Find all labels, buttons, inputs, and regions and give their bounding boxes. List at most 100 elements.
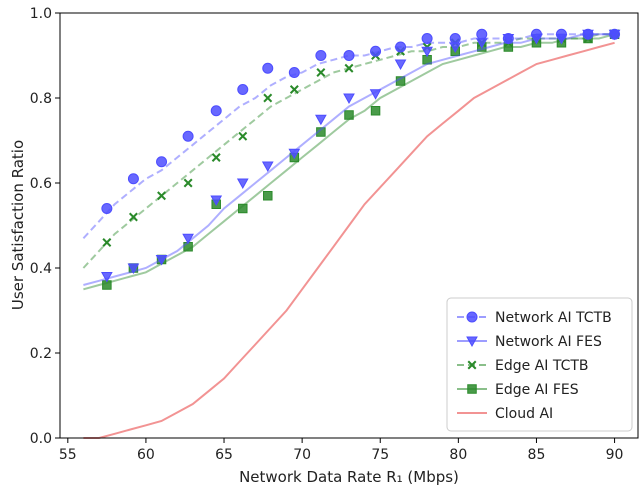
marker-stroke [183, 178, 193, 188]
y-tick-label: 0.4 [30, 261, 52, 277]
x-tick-label: 75 [371, 447, 389, 463]
legend-marker [466, 311, 478, 323]
x-tick-label: 55 [59, 447, 77, 463]
data-point [210, 105, 222, 117]
marker-stroke [316, 68, 326, 77]
data-point [395, 76, 406, 86]
data-point [394, 59, 407, 71]
marker-stroke [238, 131, 248, 141]
marker-stroke [344, 63, 354, 73]
series-layer [82, 28, 621, 439]
legend-label: Network AI TCTB [495, 310, 612, 326]
data-point [101, 272, 113, 283]
data-point [316, 127, 326, 137]
y-tick-label: 0.2 [30, 346, 52, 362]
data-point [182, 130, 194, 142]
data-point [502, 34, 515, 45]
x-axis-label: Network Data Rate R₁ (Mbps) [239, 468, 459, 486]
data-point [421, 33, 433, 44]
data-point [211, 153, 221, 162]
marker-stroke [211, 153, 221, 162]
data-point [315, 50, 327, 61]
legend-label: Edge AI FES [495, 382, 579, 398]
data-point [262, 62, 274, 74]
marker-stroke [289, 85, 299, 94]
data-point [155, 255, 168, 266]
data-point [288, 67, 300, 78]
marker-stroke [157, 191, 166, 201]
data-point [210, 195, 223, 207]
legend-item: Network AI FES [457, 334, 602, 350]
marker-stroke [467, 360, 477, 370]
series-cloud-ai [83, 41, 615, 439]
y-tick-label: 0.8 [30, 91, 52, 107]
data-point [343, 93, 355, 105]
data-point [475, 38, 488, 49]
marker-stroke [102, 238, 112, 247]
x-tick-label: 90 [606, 447, 624, 463]
data-point [344, 110, 354, 120]
plot-frame [59, 12, 639, 439]
marker-stroke [263, 93, 273, 103]
data-point [237, 84, 249, 95]
data-point [608, 29, 621, 41]
data-point [156, 156, 168, 168]
data-point [315, 114, 327, 126]
data-point [182, 233, 194, 245]
series-line [82, 33, 615, 239]
legend-marker [467, 360, 477, 370]
data-point [127, 173, 139, 185]
data-point [421, 46, 433, 58]
y-axis-label: User Satisfaction Ratio [9, 140, 27, 310]
data-point [238, 131, 248, 141]
x-tick-label: 85 [528, 447, 546, 463]
legend-label: Cloud AI [495, 406, 553, 422]
y-tick-label: 0.0 [30, 431, 52, 447]
series-line [83, 41, 615, 439]
x-tick-label: 80 [449, 447, 467, 463]
data-point [370, 106, 381, 116]
axes-layer: 55 60 65 70 75 80 85 90 0.0 0.2 0.4 0.6 0.8 1.0 [30, 6, 624, 463]
data-point [288, 148, 301, 160]
legend: Network AI TCTB Network AI FES Edge AI TCT… [446, 297, 633, 432]
data-point [238, 203, 248, 214]
data-point [101, 203, 113, 214]
data-point [369, 89, 382, 100]
legend-box [446, 297, 633, 432]
data-point [183, 178, 193, 188]
data-point [157, 191, 166, 201]
data-point [316, 68, 326, 77]
data-point [236, 178, 249, 190]
legend-label: Network AI FES [495, 334, 602, 350]
data-point [263, 191, 273, 201]
y-tick-label: 1.0 [30, 6, 52, 22]
data-point [395, 41, 407, 53]
legend-item: Cloud AI [457, 406, 553, 422]
marker-stroke [128, 212, 138, 222]
data-point [530, 34, 543, 45]
data-point [370, 45, 382, 57]
legend-item: Edge AI TCTB [457, 358, 589, 374]
data-point [449, 33, 461, 44]
data-point [476, 28, 488, 40]
data-point [582, 29, 594, 41]
series-network-ai-fes [83, 29, 621, 286]
legend-marker [467, 384, 477, 394]
data-point [127, 263, 140, 275]
data-point [102, 238, 112, 247]
data-point [343, 50, 355, 61]
series-line [83, 33, 615, 286]
data-point [555, 34, 568, 45]
data-point [261, 161, 274, 173]
data-point [344, 63, 354, 73]
data-point [289, 85, 299, 94]
x-tick-label: 60 [137, 447, 155, 463]
x-tick-label: 70 [293, 447, 311, 463]
legend-label: Edge AI TCTB [495, 358, 589, 374]
data-point [263, 93, 273, 103]
legend-item: Network AI TCTB [457, 310, 612, 326]
x-tick-label: 65 [215, 447, 233, 463]
data-point [128, 212, 138, 222]
data-point [449, 42, 462, 54]
